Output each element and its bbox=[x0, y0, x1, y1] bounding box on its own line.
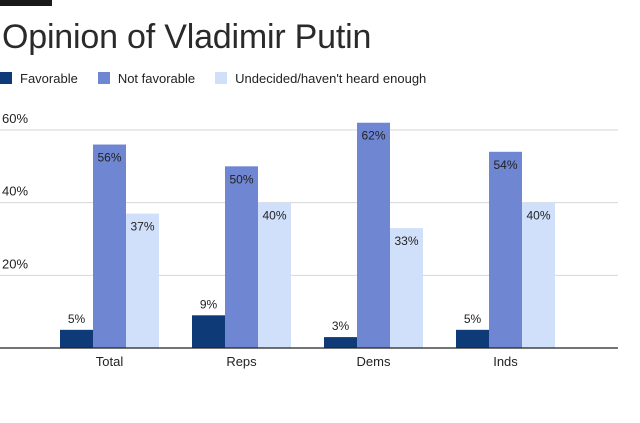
bar-inds-favorable bbox=[456, 329, 489, 348]
bar-dems-not bbox=[357, 122, 390, 348]
legend-item-undecided: Undecided/haven't heard enough bbox=[215, 71, 426, 86]
bar-dems-favorable bbox=[324, 337, 357, 348]
x-tick-label-reps: Reps bbox=[226, 354, 257, 369]
legend-swatch-favorable bbox=[0, 72, 12, 84]
x-tick-label-inds: Inds bbox=[493, 354, 518, 369]
y-tick-label-20pct: 20% bbox=[2, 256, 28, 271]
legend-item-not-favorable: Not favorable bbox=[97, 70, 196, 86]
data-label-dems-undecided: 33% bbox=[394, 234, 418, 248]
data-label-total-favorable: 5% bbox=[68, 312, 86, 326]
bar-total-not bbox=[93, 144, 126, 348]
y-tick-label-40pct: 40% bbox=[2, 184, 28, 199]
bar-reps-undecided bbox=[258, 202, 291, 348]
data-label-reps-undecided: 40% bbox=[262, 209, 286, 223]
data-label-inds-not: 54% bbox=[493, 158, 517, 172]
legend-item-favorable: Favorable bbox=[0, 71, 78, 86]
top-accent-bar bbox=[0, 0, 52, 6]
bar-inds-undecided bbox=[522, 202, 555, 348]
y-tick-label-60pct: 60% bbox=[2, 111, 28, 126]
data-label-reps-not: 50% bbox=[229, 172, 253, 186]
data-label-inds-favorable: 5% bbox=[464, 312, 482, 326]
bar-reps-favorable bbox=[192, 315, 225, 348]
x-tick-label-dems: Dems bbox=[357, 354, 391, 369]
legend-swatch-undecided bbox=[215, 72, 228, 84]
bar-total-undecided bbox=[126, 213, 159, 348]
legend-label-not-favorable: Not favorable bbox=[117, 70, 196, 86]
data-label-dems-not: 62% bbox=[361, 129, 385, 143]
legend-label-undecided: Undecided/haven't heard enough bbox=[235, 70, 427, 86]
data-label-reps-favorable: 9% bbox=[200, 297, 218, 311]
data-label-dems-favorable: 3% bbox=[332, 319, 350, 333]
legend-swatch-not-favorable bbox=[97, 72, 110, 84]
bar-dems-undecided bbox=[390, 228, 423, 348]
bar-total-favorable bbox=[60, 329, 93, 348]
data-label-total-not: 56% bbox=[97, 151, 121, 165]
bar-reps-not bbox=[225, 166, 258, 348]
data-label-inds-undecided: 40% bbox=[526, 209, 550, 223]
x-tick-label-total: Total bbox=[96, 354, 124, 369]
bar-inds-not bbox=[489, 151, 522, 348]
chart-title: Opinion of Vladimir Putin bbox=[2, 18, 372, 56]
data-label-total-undecided: 37% bbox=[130, 220, 154, 234]
chart-legend: Favorable Not favorable Undecided/haven'… bbox=[0, 70, 446, 86]
legend-label-favorable: Favorable bbox=[20, 70, 78, 86]
